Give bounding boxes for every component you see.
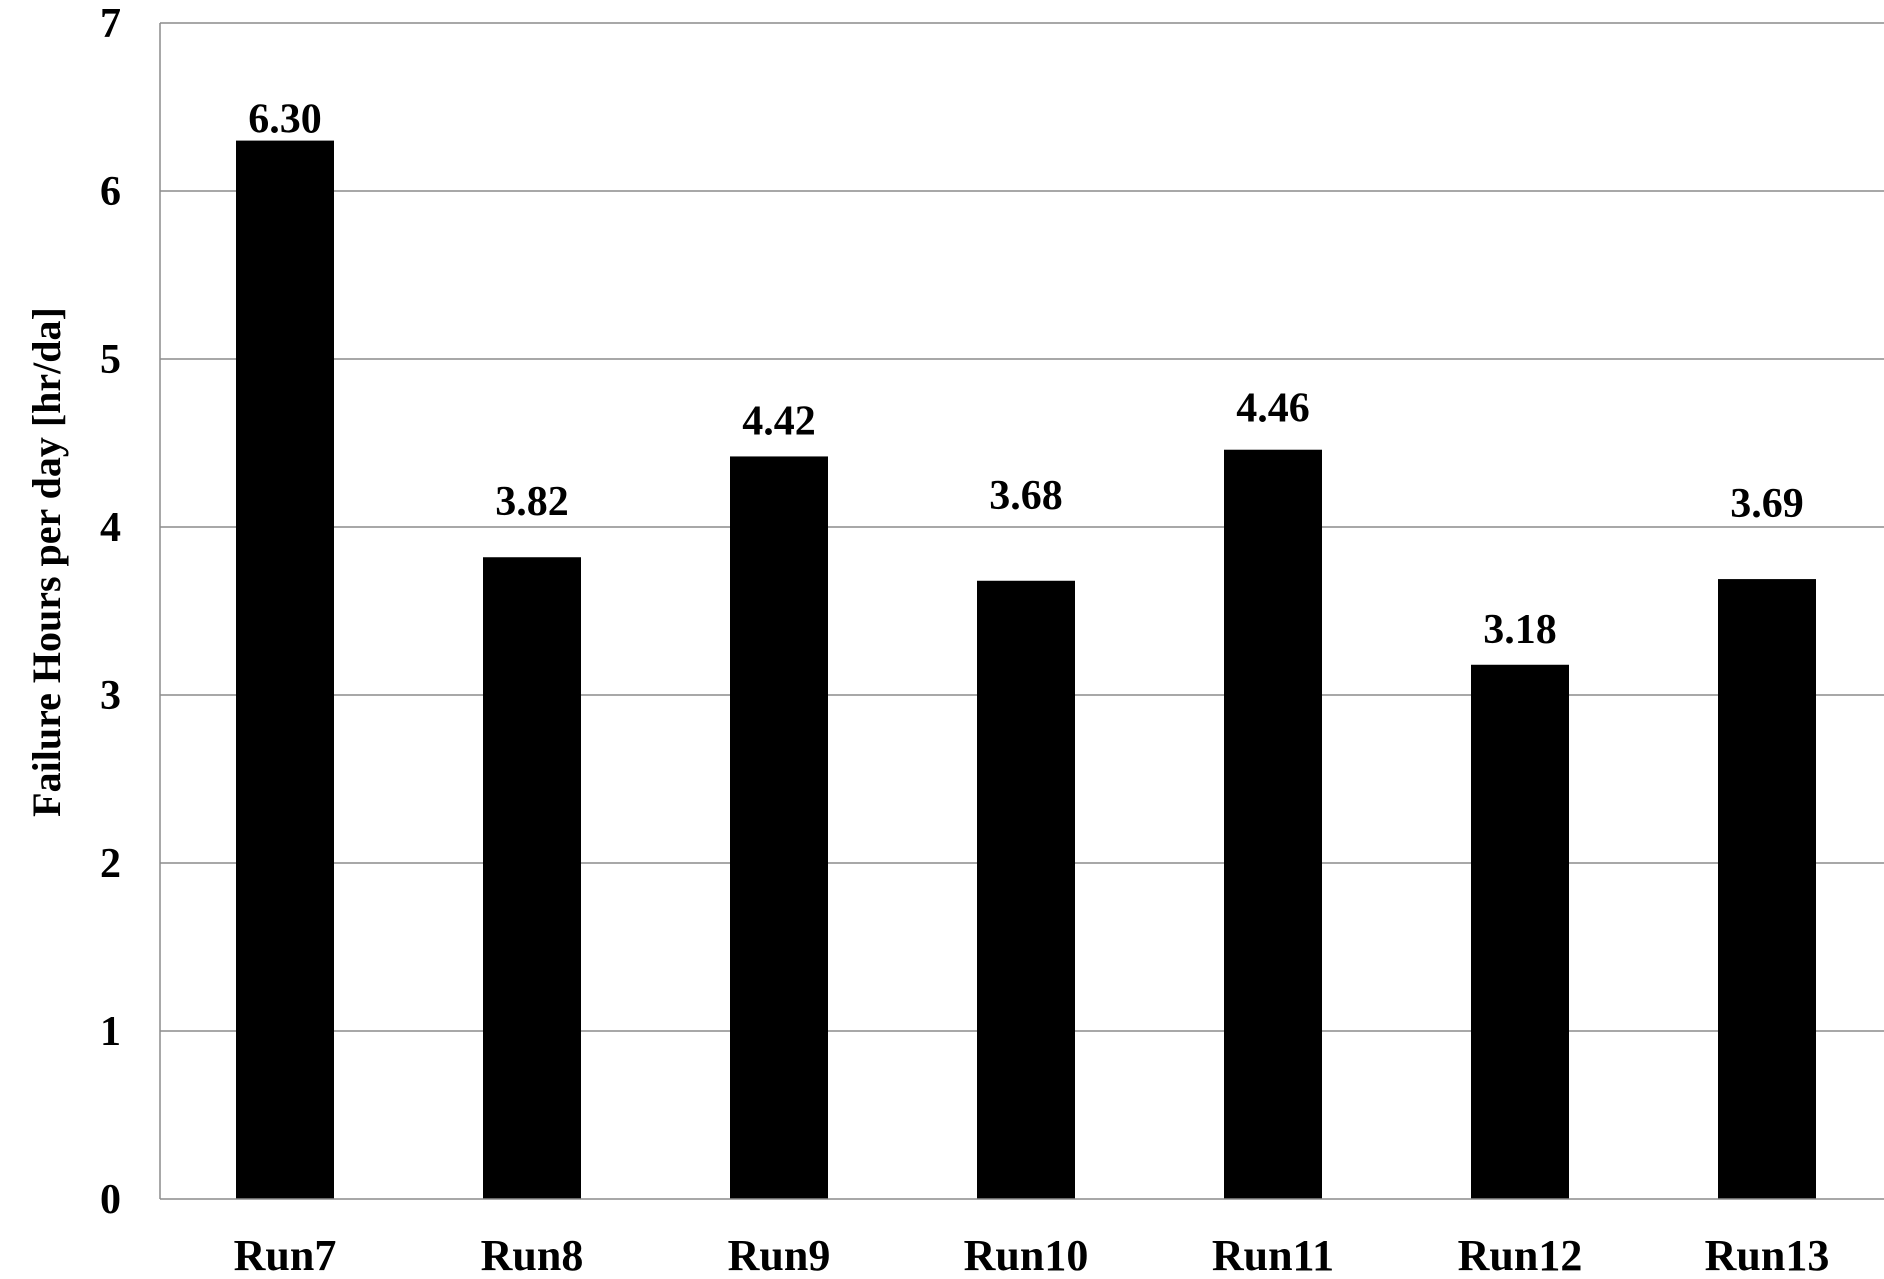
x-category-label: Run11 [1212, 1231, 1334, 1279]
x-category-labels: Run7 Run8 Run9 Run10 Run11 Run12 Run13 [234, 1231, 1830, 1279]
y-tick-label: 6 [100, 169, 121, 215]
bar [1471, 664, 1569, 1199]
bar [236, 140, 334, 1200]
bars [236, 140, 1816, 1200]
y-tick-label: 1 [100, 1009, 121, 1055]
bar [977, 580, 1075, 1199]
y-axis-title: Failure Hours per day [hr/da] [24, 307, 69, 817]
data-label: 4.46 [1236, 386, 1310, 432]
y-tick-labels: 0 1 2 3 4 5 6 7 [100, 1, 121, 1223]
bar [730, 456, 828, 1199]
y-tick-label: 4 [100, 505, 121, 551]
bar [1718, 579, 1816, 1199]
x-category-label: Run12 [1458, 1231, 1583, 1279]
axes [159, 23, 1884, 1200]
x-category-label: Run8 [481, 1231, 584, 1279]
x-category-label: Run9 [728, 1231, 831, 1279]
data-label: 3.82 [495, 479, 569, 525]
data-label: 6.30 [248, 97, 322, 143]
y-tick-label: 2 [100, 841, 121, 887]
x-category-label: Run13 [1705, 1231, 1830, 1279]
data-label: 4.42 [742, 398, 816, 444]
y-tick-label: 5 [100, 337, 121, 383]
data-label: 3.18 [1483, 607, 1557, 653]
bar [483, 557, 581, 1199]
data-label: 3.68 [989, 473, 1063, 519]
y-tick-label: 0 [100, 1177, 121, 1223]
y-tick-label: 7 [100, 1, 121, 47]
data-labels: 6.30 3.82 4.42 3.68 4.46 3.18 3.69 [248, 97, 1804, 653]
x-category-label: Run7 [234, 1231, 337, 1279]
data-label: 3.69 [1730, 481, 1804, 527]
y-tick-label: 3 [100, 673, 121, 719]
bar [1224, 449, 1322, 1200]
x-category-label: Run10 [964, 1231, 1089, 1279]
